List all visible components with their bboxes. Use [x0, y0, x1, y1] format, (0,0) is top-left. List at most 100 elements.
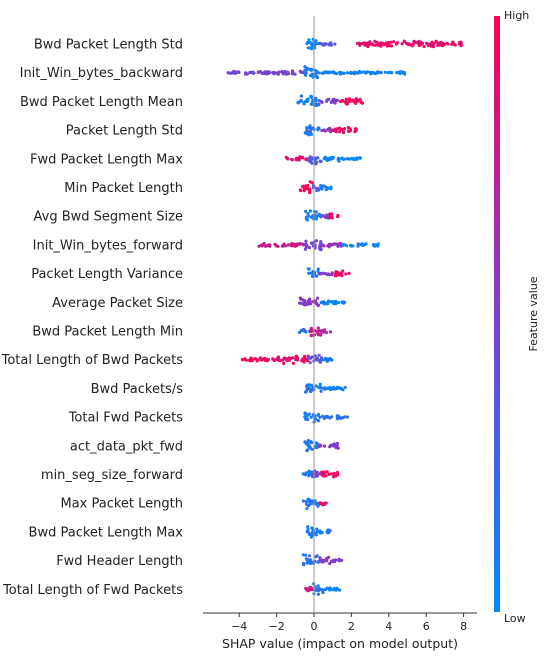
shap-point [245, 72, 249, 76]
shap-point [332, 70, 336, 74]
x-tick-label: 4 [385, 620, 392, 633]
shap-point [323, 588, 327, 592]
shap-point [314, 42, 318, 46]
shap-point [376, 242, 380, 246]
shap-point [377, 70, 381, 74]
shap-point [320, 328, 324, 333]
feature-row: Total Fwd Packets [68, 411, 350, 426]
feature-label: act_data_pkt_fwd [70, 439, 183, 454]
shap-point [392, 40, 396, 44]
shap-point [303, 357, 307, 361]
shap-point [335, 441, 339, 445]
shap-point [319, 184, 323, 188]
shap-point [360, 101, 365, 105]
feature-row: Bwd Packet Length Std [34, 38, 464, 53]
shap-point [320, 128, 324, 133]
feature-label: Min Packet Length [64, 181, 183, 196]
shap-point [319, 247, 323, 251]
feature-label: min_seg_size_forward [41, 468, 183, 483]
shap-point [315, 527, 319, 531]
shap-point [262, 242, 266, 246]
x-axis: −4 −2 0 2 4 6 8 SHAP value (impact on model ou… [203, 612, 477, 651]
shap-point [232, 69, 236, 73]
feature-row: Bwd Packet Length Mean [20, 94, 365, 110]
shap-point [290, 72, 294, 76]
shap-point [314, 239, 318, 243]
shap-point [373, 43, 377, 47]
shap-point [329, 215, 333, 219]
shap-point [329, 559, 334, 563]
feature-row: Packet Length Std [66, 124, 358, 139]
shap-point [306, 417, 310, 422]
shap-point [336, 473, 340, 477]
shap-point [307, 271, 311, 275]
shap-point [315, 502, 319, 506]
feature-label: Packet Length Std [66, 124, 183, 139]
shap-point [305, 68, 309, 72]
shap-point [318, 556, 322, 560]
shap-point [308, 360, 312, 365]
shap-point [263, 358, 267, 362]
shap-point [347, 271, 351, 275]
feature-row: Total Length of Fwd Packets [2, 582, 342, 598]
shap-point [316, 269, 320, 273]
shap-point [295, 156, 299, 160]
shap-point [310, 72, 314, 76]
shap-point [300, 359, 304, 363]
shap-point [318, 41, 322, 45]
shap-point [332, 474, 336, 478]
shap-point [364, 242, 368, 246]
shap-point [334, 72, 339, 76]
shap-point [419, 40, 423, 45]
shap-point [308, 180, 312, 184]
colorbar-title: Feature value [527, 276, 540, 351]
shap-point [307, 356, 311, 360]
shap-point [276, 72, 280, 76]
shap-point [436, 41, 440, 46]
shap-point [301, 156, 305, 160]
shap-point [309, 241, 314, 245]
shap-point [282, 361, 286, 365]
shap-point [344, 272, 348, 276]
shap-point [305, 385, 309, 389]
shap-point [349, 70, 353, 74]
shap-point [290, 244, 294, 248]
shap-point [278, 359, 282, 363]
shap-point [316, 560, 320, 564]
shap-point [320, 358, 324, 362]
shap-point [348, 127, 352, 131]
shap-point [356, 41, 360, 46]
shap-point [298, 242, 302, 246]
shap-point [324, 215, 328, 220]
shap-point [266, 70, 270, 74]
shap-point [307, 554, 312, 558]
shap-point [257, 244, 261, 248]
shap-point [305, 130, 309, 134]
feature-label: Total Fwd Packets [68, 411, 184, 426]
shap-point [323, 328, 327, 332]
shap-point [226, 71, 230, 75]
shap-point [327, 531, 331, 535]
shap-point [305, 97, 309, 101]
shap-point [314, 96, 318, 100]
shap-point [327, 472, 331, 476]
shap-point [356, 71, 360, 75]
shap-point [441, 44, 445, 48]
shap-point [355, 156, 359, 160]
feature-row: Bwd Packet Length Max [29, 525, 332, 540]
shap-point [323, 42, 327, 46]
shap-point [307, 246, 312, 250]
shap-point [379, 42, 383, 46]
shap-point [310, 588, 314, 592]
shap-point [308, 209, 312, 213]
shap-point [321, 184, 326, 188]
shap-point [304, 239, 308, 243]
shap-point [340, 243, 344, 247]
shap-point [358, 70, 362, 74]
shap-point [237, 70, 241, 75]
shap-point [358, 156, 362, 160]
shap-point [383, 70, 387, 74]
shap-point [307, 532, 312, 537]
shap-point [310, 499, 314, 503]
shap-point [307, 159, 311, 163]
